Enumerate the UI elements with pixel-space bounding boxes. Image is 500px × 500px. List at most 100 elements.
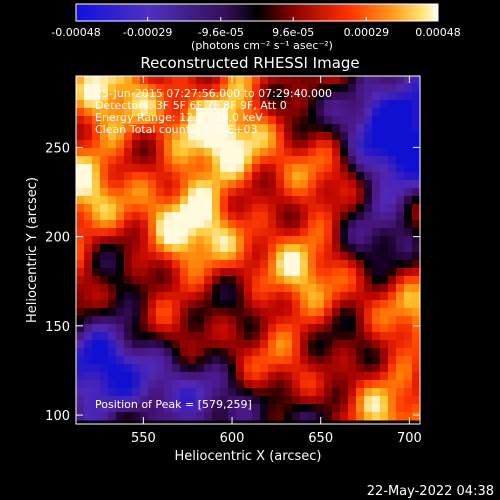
heatmap-cell bbox=[92, 140, 101, 149]
heatmap-cell bbox=[212, 292, 221, 301]
heatmap-cell bbox=[412, 276, 420, 285]
heatmap-cell bbox=[268, 164, 277, 173]
heatmap-cell bbox=[124, 372, 133, 381]
heatmap-cell bbox=[204, 164, 213, 173]
heatmap-cell bbox=[108, 356, 117, 365]
heatmap-cell bbox=[316, 236, 325, 245]
heatmap-cell bbox=[180, 76, 189, 85]
heatmap-cell bbox=[132, 348, 141, 357]
heatmap-cell bbox=[156, 364, 165, 373]
heatmap-cell bbox=[180, 92, 189, 101]
heatmap-cell bbox=[76, 300, 85, 309]
heatmap-cell bbox=[300, 292, 309, 301]
heatmap-cell bbox=[380, 388, 389, 397]
heatmap-cell bbox=[260, 396, 269, 405]
heatmap-cell bbox=[284, 372, 293, 381]
heatmap-cell bbox=[212, 100, 221, 109]
render-timestamp: 22-May-2022 04:38 bbox=[367, 484, 494, 499]
heatmap-cell bbox=[372, 172, 381, 181]
heatmap-cell bbox=[252, 140, 261, 149]
heatmap-cell bbox=[76, 156, 85, 165]
heatmap-cell bbox=[244, 180, 253, 189]
heatmap-cell bbox=[108, 268, 117, 277]
heatmap-cell bbox=[140, 380, 149, 389]
heatmap-cell bbox=[308, 164, 317, 173]
heatmap-cell bbox=[172, 244, 181, 253]
heatmap-cell bbox=[284, 316, 293, 325]
heatmap-cell bbox=[324, 284, 333, 293]
heatmap-cell bbox=[188, 244, 197, 253]
heatmap-cell bbox=[108, 244, 117, 253]
heatmap-cell bbox=[196, 316, 205, 325]
heatmap-cell bbox=[140, 356, 149, 365]
heatmap-cell bbox=[300, 228, 309, 237]
heatmap-cell bbox=[324, 260, 333, 269]
heatmap-cell bbox=[276, 316, 285, 325]
heatmap-cell bbox=[140, 244, 149, 253]
heatmap-cell bbox=[364, 412, 373, 421]
heatmap-cell bbox=[76, 356, 85, 365]
heatmap-cell bbox=[356, 308, 365, 317]
heatmap-cell bbox=[244, 276, 253, 285]
heatmap-cell bbox=[404, 244, 413, 253]
heatmap-cell bbox=[356, 364, 365, 373]
heatmap-cell bbox=[380, 164, 389, 173]
colorbar bbox=[75, 3, 439, 22]
heatmap-cell bbox=[372, 180, 381, 189]
heatmap-cell bbox=[148, 220, 157, 229]
heatmap-cell bbox=[356, 100, 365, 109]
heatmap-cell bbox=[172, 188, 181, 197]
heatmap-cell bbox=[220, 180, 229, 189]
heatmap-cell bbox=[244, 228, 253, 237]
heatmap-cell bbox=[244, 332, 253, 341]
heatmap-cell bbox=[348, 324, 357, 333]
heatmap-cell bbox=[84, 300, 93, 309]
heatmap-cell bbox=[212, 380, 221, 389]
heatmap-cell bbox=[220, 236, 229, 245]
heatmap-cell bbox=[332, 356, 341, 365]
chart-title: Reconstructed RHESSI Image bbox=[140, 54, 359, 72]
heatmap-cell bbox=[316, 316, 325, 325]
heatmap-cell bbox=[100, 92, 109, 101]
heatmap-cell bbox=[388, 380, 397, 389]
heatmap-cell bbox=[148, 332, 157, 341]
heatmap-cell bbox=[308, 244, 317, 253]
heatmap-cell bbox=[252, 364, 261, 373]
heatmap-cell bbox=[332, 172, 341, 181]
heatmap-cell bbox=[332, 340, 341, 349]
heatmap-cell bbox=[196, 204, 205, 213]
heatmap-cell bbox=[76, 196, 85, 205]
heatmap-cell bbox=[316, 188, 325, 197]
heatmap-cell bbox=[284, 332, 293, 341]
annotation-block: 25-Jun-2015 07:27:56.000 to 07:29:40.000… bbox=[95, 87, 332, 136]
heatmap-cell bbox=[260, 188, 269, 197]
heatmap-cell bbox=[108, 236, 117, 245]
heatmap-cell bbox=[396, 172, 405, 181]
heatmap-cell bbox=[324, 180, 333, 189]
heatmap-cell bbox=[108, 380, 117, 389]
heatmap-cell bbox=[76, 324, 85, 333]
heatmap-cell bbox=[292, 116, 301, 125]
heatmap-cell bbox=[212, 76, 221, 85]
heatmap-cell bbox=[188, 236, 197, 245]
heatmap-cell bbox=[180, 100, 189, 109]
heatmap-cell bbox=[316, 308, 325, 317]
heatmap-cell bbox=[140, 308, 149, 317]
heatmap-cell bbox=[388, 156, 397, 165]
heatmap-cell bbox=[380, 252, 389, 261]
heatmap-cell bbox=[356, 212, 365, 221]
heatmap-cell bbox=[300, 140, 309, 149]
heatmap-cell bbox=[84, 244, 93, 253]
heatmap-cell bbox=[380, 140, 389, 149]
heatmap-cell bbox=[396, 228, 405, 237]
heatmap-cell bbox=[164, 388, 173, 397]
heatmap-cell bbox=[124, 404, 133, 413]
heatmap-cell bbox=[100, 364, 109, 373]
heatmap-cell bbox=[388, 412, 397, 421]
heatmap-cell bbox=[220, 228, 229, 237]
heatmap-cell bbox=[396, 244, 405, 253]
heatmap-cell bbox=[308, 180, 317, 189]
heatmap-cell bbox=[132, 188, 141, 197]
heatmap-cell bbox=[332, 156, 341, 165]
